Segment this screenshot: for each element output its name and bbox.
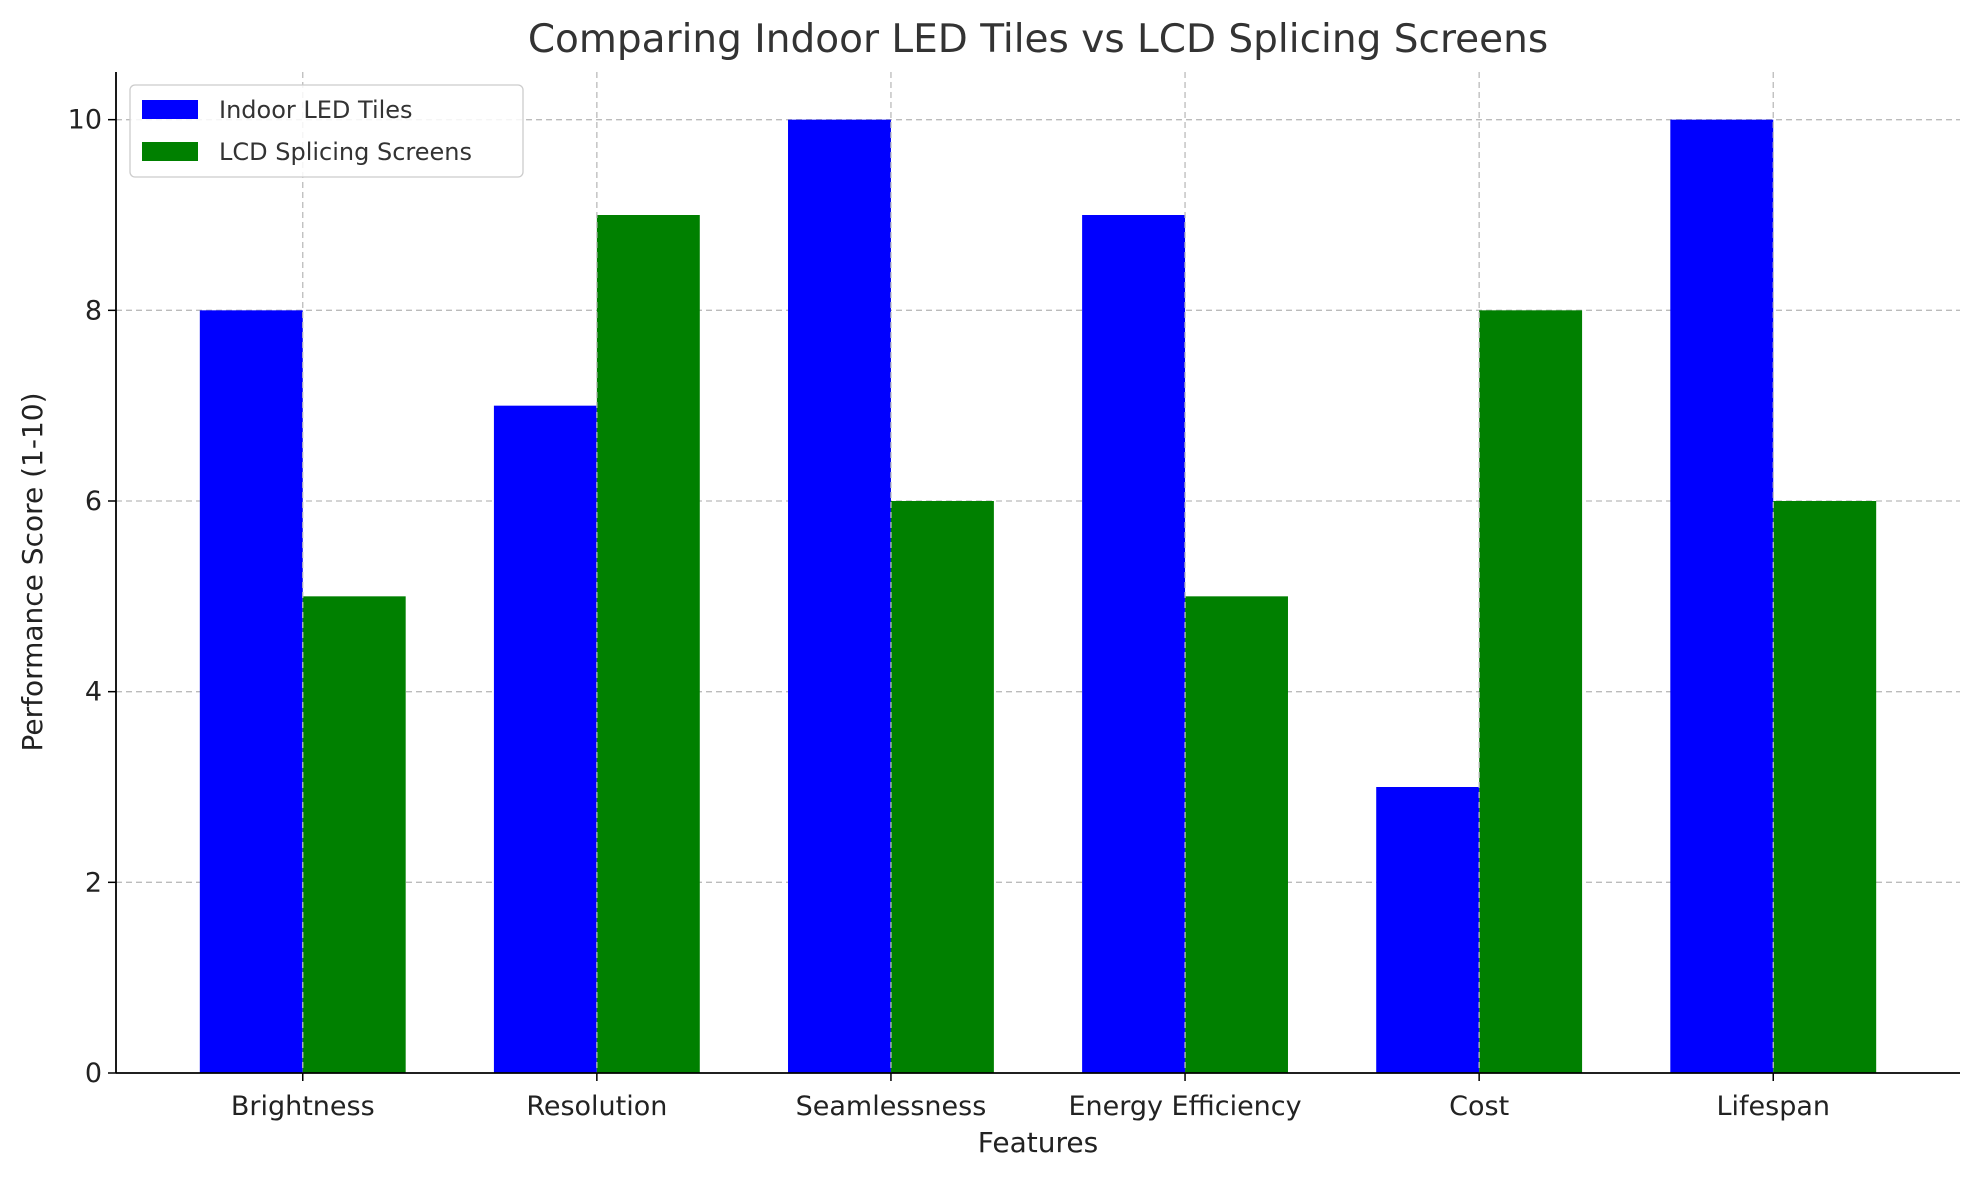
x-axis-label: Features xyxy=(978,1126,1098,1159)
bar-indoor-led-tiles-5 xyxy=(1670,119,1774,1073)
bar-lcd-splicing-screens-2 xyxy=(890,501,994,1073)
legend-label: Indoor LED Tiles xyxy=(219,96,413,124)
x-tick-label: Seamlessness xyxy=(796,1091,987,1122)
bar-lcd-splicing-screens-4 xyxy=(1479,310,1583,1073)
y-tick-label: 0 xyxy=(85,1058,102,1089)
bar-lcd-splicing-screens-1 xyxy=(596,215,700,1073)
bar-lcd-splicing-screens-5 xyxy=(1773,501,1877,1073)
x-tick-label: Resolution xyxy=(526,1091,667,1122)
y-tick-label: 2 xyxy=(85,867,102,898)
bar-lcd-splicing-screens-0 xyxy=(302,596,406,1073)
legend-swatch xyxy=(142,100,198,119)
bar-indoor-led-tiles-4 xyxy=(1376,787,1480,1073)
y-tick-label: 6 xyxy=(85,486,102,517)
y-tick-label: 10 xyxy=(68,105,102,136)
chart-title: Comparing Indoor LED Tiles vs LCD Splici… xyxy=(528,17,1548,62)
bar-lcd-splicing-screens-3 xyxy=(1185,596,1288,1073)
legend: Indoor LED Tiles LCD Splicing Screens xyxy=(129,84,524,178)
x-tick-label: Cost xyxy=(1449,1091,1509,1122)
x-tick-label: Energy Efficiency xyxy=(1068,1091,1301,1122)
bar-indoor-led-tiles-2 xyxy=(788,119,891,1073)
bar-indoor-led-tiles-1 xyxy=(493,405,597,1074)
y-axis-label: Performance Score (1-10) xyxy=(16,392,49,751)
x-tick-label: Brightness xyxy=(231,1091,375,1122)
x-tick-label: Lifespan xyxy=(1716,1091,1830,1122)
legend-box xyxy=(129,84,524,178)
bar-indoor-led-tiles-0 xyxy=(199,310,303,1073)
y-tick-label: 8 xyxy=(85,295,102,326)
legend-swatch xyxy=(142,142,198,161)
legend-label: LCD Splicing Screens xyxy=(219,138,472,166)
bar-indoor-led-tiles-3 xyxy=(1082,215,1186,1073)
y-tick-label: 4 xyxy=(85,677,102,708)
